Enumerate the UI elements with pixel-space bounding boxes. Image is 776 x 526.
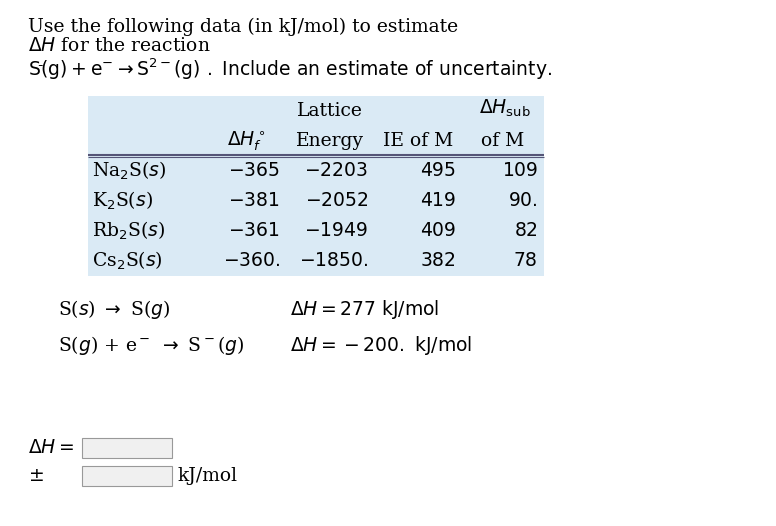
Text: kJ/mol: kJ/mol xyxy=(178,467,238,485)
Text: $\Delta H_f^\circ$: $\Delta H_f^\circ$ xyxy=(227,129,265,153)
Text: $-2052$: $-2052$ xyxy=(304,192,368,210)
Text: $\Delta H_{\mathrm{sub}}$: $\Delta H_{\mathrm{sub}}$ xyxy=(479,97,531,119)
Text: $-1949$: $-1949$ xyxy=(304,222,368,240)
Text: IE of M: IE of M xyxy=(383,132,453,150)
Text: of M: of M xyxy=(481,132,525,150)
Text: $82$: $82$ xyxy=(514,222,538,240)
Text: $409$: $409$ xyxy=(420,222,456,240)
Text: $\Delta H = -200.\ \mathrm{kJ/mol}$: $\Delta H = -200.\ \mathrm{kJ/mol}$ xyxy=(290,334,473,357)
Text: $-360.$: $-360.$ xyxy=(223,252,280,270)
Text: Na$_2$S($s$): Na$_2$S($s$) xyxy=(92,160,167,182)
Text: $\Delta H =$: $\Delta H =$ xyxy=(28,439,74,457)
Text: S($g$) + e$^-$ $\rightarrow$ S$^-$($g$): S($g$) + e$^-$ $\rightarrow$ S$^-$($g$) xyxy=(58,334,244,357)
Bar xyxy=(88,96,544,276)
Text: $419$: $419$ xyxy=(420,192,456,210)
Text: Lattice: Lattice xyxy=(297,102,363,120)
Text: S($s$) $\rightarrow$ S($g$): S($s$) $\rightarrow$ S($g$) xyxy=(58,298,170,321)
Text: $-2203$: $-2203$ xyxy=(304,162,368,180)
Bar xyxy=(82,438,172,458)
Text: $\Delta H$ for the reaction: $\Delta H$ for the reaction xyxy=(28,37,211,55)
Text: $382$: $382$ xyxy=(420,252,456,270)
Text: $109$: $109$ xyxy=(501,162,538,180)
Text: Use the following data (in kJ/mol) to estimate: Use the following data (in kJ/mol) to es… xyxy=(28,18,458,36)
Text: $\mathrm{S^{\bar{}}(g) + e^{-} \rightarrow S^{2-}(g)}$$\mathrm{\ . \ Include\ an: $\mathrm{S^{\bar{}}(g) + e^{-} \rightarr… xyxy=(28,57,552,83)
Text: $-365$: $-365$ xyxy=(228,162,280,180)
Text: Cs$_2$S($s$): Cs$_2$S($s$) xyxy=(92,250,163,272)
Text: $-361$: $-361$ xyxy=(228,222,280,240)
Text: $\Delta H = 277\ \mathrm{kJ/mol}$: $\Delta H = 277\ \mathrm{kJ/mol}$ xyxy=(290,298,439,321)
Text: Energy: Energy xyxy=(296,132,364,150)
Text: $-1850.$: $-1850.$ xyxy=(299,252,368,270)
Bar xyxy=(82,466,172,486)
Text: $\pm$: $\pm$ xyxy=(28,467,43,485)
Text: $495$: $495$ xyxy=(420,162,456,180)
Text: $78$: $78$ xyxy=(514,252,538,270)
Text: $-381$: $-381$ xyxy=(228,192,280,210)
Text: K$_2$S($s$): K$_2$S($s$) xyxy=(92,190,153,212)
Text: Rb$_2$S($s$): Rb$_2$S($s$) xyxy=(92,220,165,242)
Text: $90.$: $90.$ xyxy=(508,192,538,210)
